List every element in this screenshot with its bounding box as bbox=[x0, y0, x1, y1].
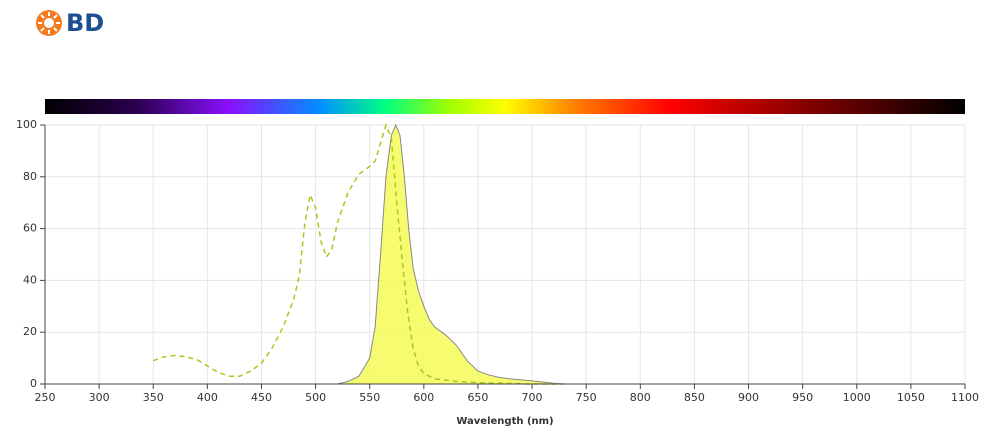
logo: BD bbox=[36, 9, 104, 37]
y-tick-label: 100 bbox=[16, 118, 37, 131]
x-tick-label: 1100 bbox=[951, 391, 979, 404]
x-tick-label: 700 bbox=[522, 391, 543, 404]
x-tick-label: 500 bbox=[305, 391, 326, 404]
logo-text: BD bbox=[66, 9, 104, 37]
x-tick-label: 300 bbox=[89, 391, 110, 404]
x-tick-label: 800 bbox=[630, 391, 651, 404]
x-tick-label: 550 bbox=[359, 391, 380, 404]
x-tick-label: 600 bbox=[413, 391, 434, 404]
x-tick-label: 350 bbox=[143, 391, 164, 404]
x-tick-label: 750 bbox=[576, 391, 597, 404]
y-tick-label: 80 bbox=[23, 170, 37, 183]
x-tick-label: 850 bbox=[684, 391, 705, 404]
x-tick-label: 900 bbox=[738, 391, 759, 404]
y-tick-label: 20 bbox=[23, 325, 37, 338]
x-tick-label: 950 bbox=[792, 391, 813, 404]
x-tick-label: 1000 bbox=[843, 391, 871, 404]
y-tick-label: 0 bbox=[30, 377, 37, 390]
y-tick-label: 40 bbox=[23, 273, 37, 286]
spectrum-bar bbox=[45, 99, 965, 114]
area bbox=[337, 123, 565, 385]
x-tick-label: 650 bbox=[467, 391, 488, 404]
x-tick-label: 450 bbox=[251, 391, 272, 404]
x-tick-label: 400 bbox=[197, 391, 218, 404]
x-tick-label: 1050 bbox=[897, 391, 925, 404]
x-axis-label: Wavelength (nm) bbox=[456, 416, 553, 427]
x-tick-label: 250 bbox=[35, 391, 56, 404]
line bbox=[152, 122, 565, 385]
y-tick-label: 60 bbox=[23, 222, 37, 235]
